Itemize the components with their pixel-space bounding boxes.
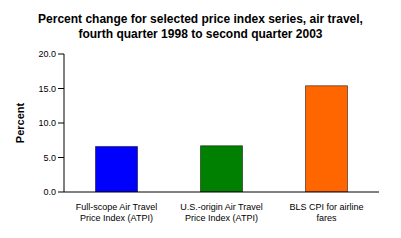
svg-text:10.0: 10.0 (38, 118, 56, 128)
svg-text:20.0: 20.0 (38, 49, 56, 59)
svg-text:0.0: 0.0 (43, 187, 56, 197)
svg-text:Percent: Percent (14, 102, 26, 143)
svg-text:5.0: 5.0 (43, 153, 56, 163)
svg-text:U.S.-origin Air TravelPrice In: U.S.-origin Air TravelPrice Index (ATPI) (180, 202, 263, 223)
html-text:Percent change for selected pr: Percent change for selected price index … (38, 12, 363, 41)
svg-text:Full-scope Air TravelPrice Ind: Full-scope Air TravelPrice Index (ATPI) (76, 202, 158, 223)
svg-text:15.0: 15.0 (38, 84, 56, 94)
svg-text:BLS CPI for airlinefares: BLS CPI for airlinefares (289, 202, 363, 223)
